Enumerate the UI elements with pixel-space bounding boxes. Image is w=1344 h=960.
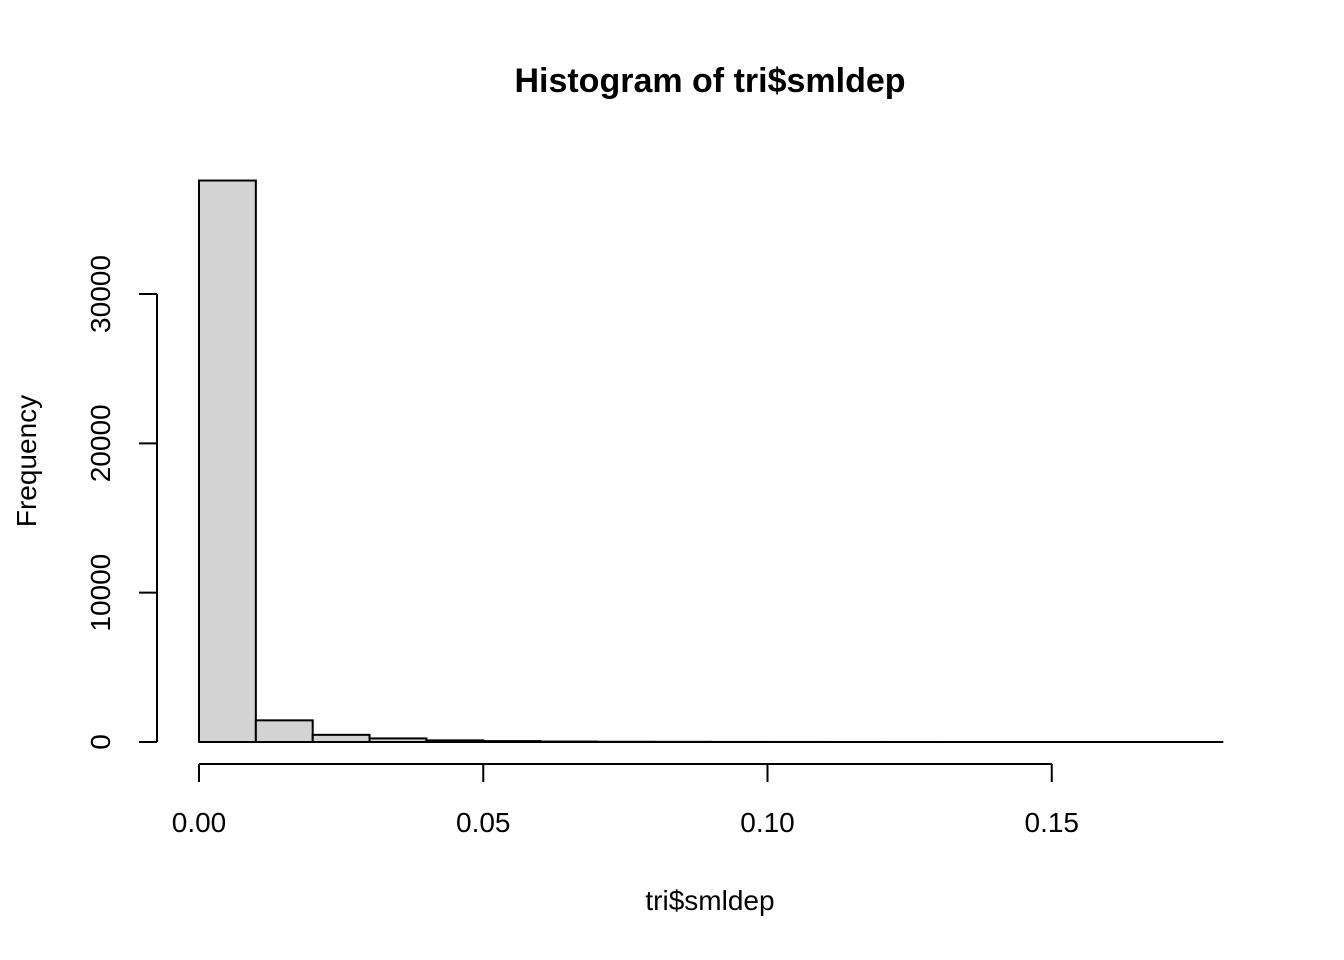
x-tick-label: 0.00 — [172, 807, 227, 838]
histogram-bar — [198, 179, 257, 743]
x-tick-label: 0.05 — [456, 807, 511, 838]
x-axis: 0.00 0.05 0.10 0.15 — [172, 763, 1080, 838]
histogram-bar — [425, 739, 485, 743]
histogram-bar — [368, 737, 428, 743]
histogram-bar — [311, 733, 371, 743]
y-tick-label: 0 — [85, 734, 116, 750]
x-tick-label: 0.10 — [740, 807, 795, 838]
y-axis: 0 10000 20000 30000 — [85, 255, 158, 750]
bars-group — [198, 179, 1224, 744]
histogram-bar — [482, 740, 542, 743]
histogram-bar — [254, 719, 314, 744]
y-axis-label: Frequency — [11, 395, 42, 527]
chart-title: Histogram of tri$smldep — [514, 62, 905, 100]
y-tick-label: 10000 — [85, 554, 116, 632]
y-tick-label: 30000 — [85, 255, 116, 333]
x-axis-label: tri$smldep — [645, 885, 774, 916]
y-tick-label: 20000 — [85, 404, 116, 482]
x-tick-label: 0.15 — [1025, 807, 1080, 838]
